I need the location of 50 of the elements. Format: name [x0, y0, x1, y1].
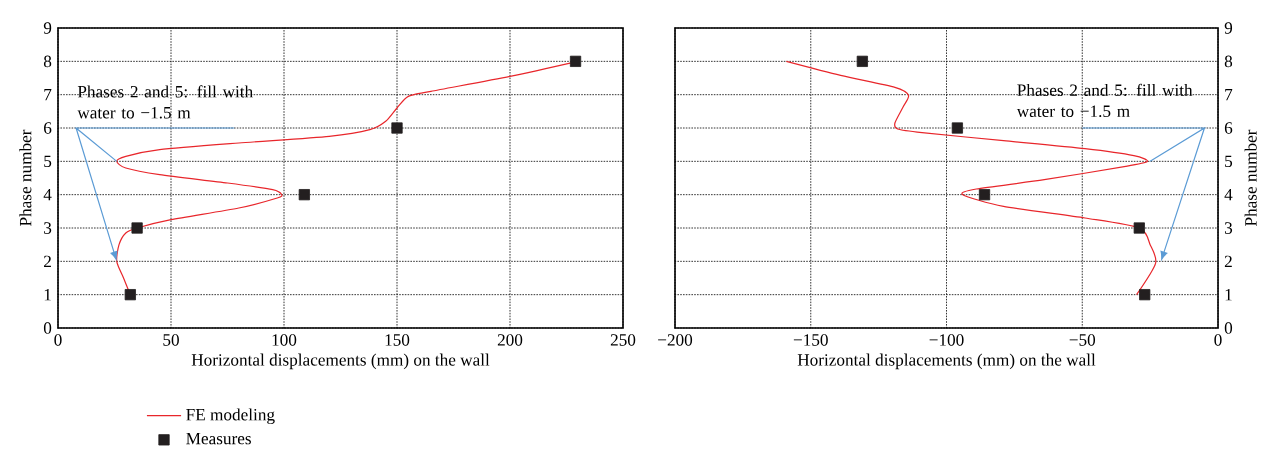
y-tick-label: 0 [43, 322, 52, 334]
y-tick-label: 6 [44, 122, 52, 134]
y-tick-label: 7 [44, 89, 52, 101]
y-tick-label: 9 [43, 22, 52, 34]
y-axis-title: Phase number [19, 129, 32, 226]
x-tick-label: 150 [385, 334, 410, 346]
line-series [785, 60, 1157, 296]
annotation: Phases 2 and 5: fill with water to −1.5 m [77, 85, 253, 119]
point [978, 189, 991, 201]
point [1139, 289, 1151, 301]
y-tick-label: 9 [1224, 22, 1233, 34]
point [298, 189, 310, 201]
y-tick-label: 4 [1224, 189, 1233, 201]
x-tick-label: 250 [610, 334, 636, 346]
x-tick-label: −200 [658, 334, 693, 346]
point [1133, 222, 1145, 234]
x-tick-label: 0 [1214, 334, 1222, 346]
x-axis-title: Horizontal displacements (mm) on the wall [797, 353, 1096, 370]
y-tick-label: 2 [44, 255, 51, 268]
x-tick-label: −100 [929, 334, 964, 346]
y-tick-label: 1 [44, 288, 51, 301]
annotation: Phases 2 and 5: fill with water to −1.5 m [1016, 83, 1193, 118]
point [856, 55, 868, 67]
y-axis-title: Phase number [1244, 129, 1257, 226]
legend-label: FE modeling [186, 408, 275, 425]
point [391, 122, 403, 134]
x-tick-label: 50 [163, 334, 179, 346]
point [124, 289, 136, 301]
x-tick-label: −150 [793, 334, 828, 346]
y-tick-label: 3 [44, 222, 52, 234]
x-tick-label: 0 [54, 334, 62, 346]
y-tick-label: 1 [1225, 288, 1232, 301]
y-tick-label: 0 [1224, 322, 1233, 334]
point [131, 222, 143, 234]
x-tick-label: 100 [272, 334, 297, 346]
y-tick-label: 5 [44, 155, 52, 168]
y-tick-label: 5 [1225, 155, 1233, 168]
legend-label: Measures [186, 432, 251, 445]
x-tick-label: −50 [1069, 334, 1096, 346]
x-tick-label: 200 [497, 334, 523, 346]
y-tick-label: 8 [43, 55, 52, 68]
y-tick-label: 6 [1224, 122, 1233, 134]
y-tick-label: 7 [1225, 89, 1233, 101]
y-tick-label: 3 [1224, 222, 1233, 234]
point [951, 122, 963, 134]
y-tick-label: 2 [1224, 255, 1232, 268]
point [569, 55, 582, 67]
y-tick-label: 4 [43, 189, 52, 201]
y-tick-label: 8 [1224, 55, 1233, 68]
x-axis-title: Horizontal displacements (mm) on the wall [191, 353, 490, 370]
